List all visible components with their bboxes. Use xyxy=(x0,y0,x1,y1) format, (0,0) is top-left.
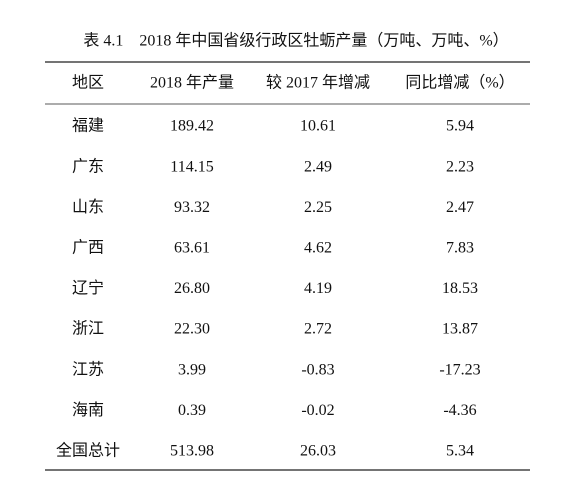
region-cell: 辽宁 xyxy=(72,279,104,297)
value-cell: -4.36 xyxy=(443,402,476,419)
header-cell: 同比增减（%） xyxy=(405,74,514,92)
value-cell: 4.62 xyxy=(304,239,332,256)
value-cell: 26.03 xyxy=(300,442,336,459)
value-cell: 7.83 xyxy=(446,239,474,256)
value-cell: -0.83 xyxy=(301,361,334,378)
table-title: 表 4.1 2018 年中国省级行政区牡蛎产量（万吨、万吨、%） xyxy=(83,32,508,50)
value-cell: 10.61 xyxy=(300,118,336,135)
value-cell: 513.98 xyxy=(170,442,214,459)
value-cell: -17.23 xyxy=(439,361,480,378)
region-cell: 广西 xyxy=(72,238,104,256)
value-cell: 13.87 xyxy=(442,321,478,338)
value-cell: 63.61 xyxy=(174,239,210,256)
value-cell: 2.25 xyxy=(304,199,332,216)
value-cell: 26.80 xyxy=(174,280,210,297)
value-cell: 2.72 xyxy=(304,321,332,338)
value-cell: 4.19 xyxy=(304,280,332,297)
value-cell: 189.42 xyxy=(170,118,214,135)
value-cell: -0.02 xyxy=(301,402,334,419)
region-cell: 浙江 xyxy=(72,320,104,338)
value-cell: 93.32 xyxy=(174,199,210,216)
value-cell: 18.53 xyxy=(442,280,478,297)
value-cell: 5.94 xyxy=(446,118,474,135)
value-cell: 2.47 xyxy=(446,199,474,216)
region-cell: 山东 xyxy=(72,198,104,216)
value-cell: 114.15 xyxy=(170,158,213,175)
region-cell: 福建 xyxy=(72,117,104,135)
region-cell: 全国总计 xyxy=(56,441,120,459)
value-cell: 22.30 xyxy=(174,321,210,338)
value-cell: 3.99 xyxy=(178,361,206,378)
value-cell: 2.49 xyxy=(304,158,332,175)
header-cell: 2018 年产量 xyxy=(150,74,234,92)
value-cell: 2.23 xyxy=(446,158,474,175)
value-cell: 5.34 xyxy=(446,442,474,459)
region-cell: 江苏 xyxy=(72,360,104,378)
region-cell: 广东 xyxy=(72,157,104,175)
value-cell: 0.39 xyxy=(178,402,206,419)
header-cell: 地区 xyxy=(72,74,104,92)
region-cell: 海南 xyxy=(72,401,104,419)
header-cell: 较 2017 年增减 xyxy=(266,74,370,92)
